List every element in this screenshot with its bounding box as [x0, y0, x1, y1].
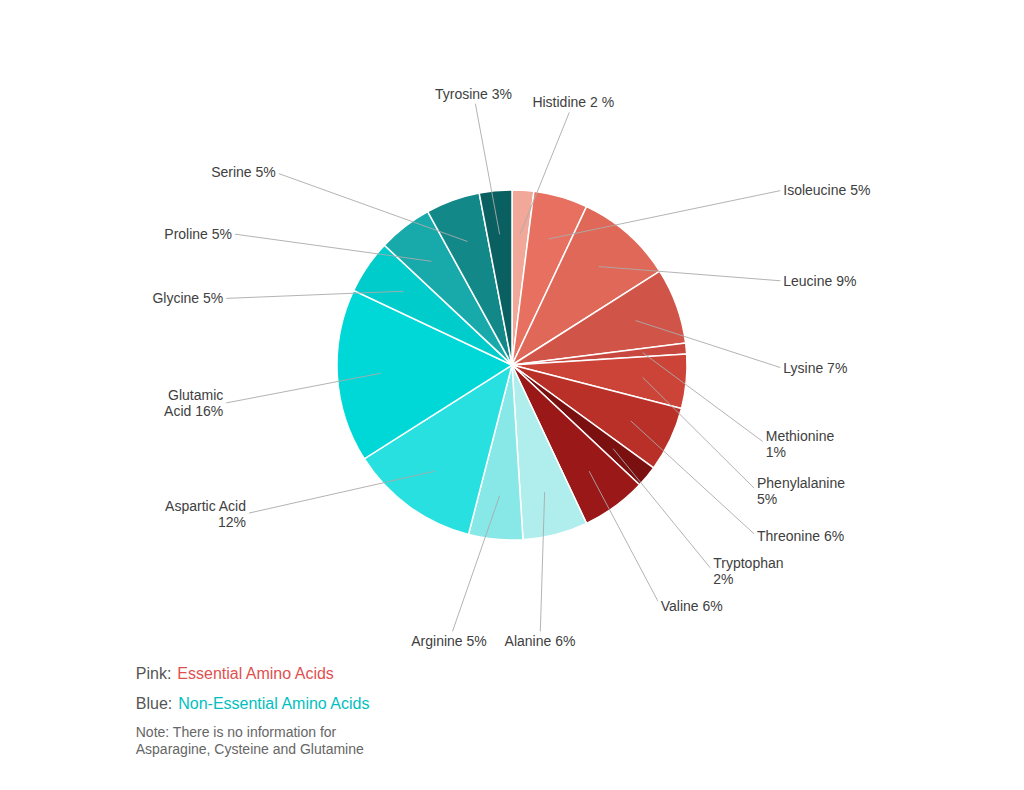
leader-line	[223, 291, 403, 298]
chart: Histidine 2 % Isoleucine 5% Leucine 9% Lysi…	[0, 0, 1024, 790]
leader-line	[540, 492, 545, 641]
slice-label: Aspartic Acid12%	[165, 498, 246, 530]
label-box	[780, 358, 850, 378]
leader-line	[276, 173, 468, 242]
slice-label-group: Phenylalanine5%	[754, 473, 848, 509]
label-box	[208, 162, 279, 182]
slice-label-group: Serine 5%	[208, 162, 279, 182]
legend-label: Blue:	[136, 695, 172, 712]
slice-label: Alanine 6%	[505, 633, 576, 649]
slice-label: Lysine 7%	[783, 360, 847, 376]
leader-line	[643, 353, 766, 444]
pie	[337, 190, 687, 540]
slice-label-group: Proline 5%	[161, 224, 235, 244]
label-box	[408, 631, 490, 651]
leader-line	[643, 377, 757, 491]
legend-text: Essential Amino Acids	[177, 665, 334, 682]
label-box	[529, 92, 617, 112]
slice-label: Tyrosine 3%	[435, 86, 512, 102]
label-box	[754, 473, 848, 509]
slice-label: GlutamicAcid 16%	[164, 387, 223, 419]
leader-line	[613, 449, 713, 572]
slice-label-group: Histidine 2 %	[529, 92, 617, 112]
slice-label: Histidine 2 %	[532, 94, 614, 110]
legend-notes: Pink: Essential Amino Acids Blue: Non-Essen…	[136, 665, 370, 757]
label-box	[763, 426, 838, 462]
slice-label-group: Tryptophan2%	[710, 553, 786, 589]
leader-lines	[223, 94, 783, 642]
pie-slice	[479, 190, 512, 365]
slice-label: Phenylalanine5%	[757, 475, 845, 507]
slice-label-group: Isoleucine 5%	[780, 180, 873, 200]
leader-line	[232, 234, 432, 262]
leader-line	[474, 94, 500, 235]
slice-label: Arginine 5%	[411, 633, 487, 649]
slice-label: Leucine 9%	[783, 273, 856, 289]
leader-line	[599, 267, 783, 281]
slice-label: Threonine 6%	[757, 528, 844, 544]
label-box	[502, 631, 579, 651]
slice-labels: Histidine 2 % Isoleucine 5% Leucine 9% Lysi…	[149, 84, 873, 652]
slice-label-group: Tyrosine 3%	[432, 84, 515, 104]
slice-label-group: Leucine 9%	[780, 271, 859, 291]
label-box	[162, 496, 249, 532]
leader-line	[589, 471, 661, 606]
slice-label: Proline 5%	[164, 226, 232, 242]
leader-line	[635, 321, 783, 369]
leader-line	[246, 471, 435, 514]
leader-line	[449, 496, 500, 642]
slice-label-group: Threonine 6%	[754, 526, 847, 546]
label-box	[658, 596, 726, 616]
leader-line	[223, 373, 381, 403]
slice-label: Tryptophan2%	[713, 555, 783, 587]
slice-label-group: Methionine1%	[763, 426, 838, 462]
slice-label: Isoleucine 5%	[783, 182, 870, 198]
label-box	[432, 84, 515, 104]
label-box	[780, 271, 859, 291]
label-box	[780, 180, 873, 200]
slice-label-group: Valine 6%	[658, 596, 726, 616]
slice-label: Glycine 5%	[152, 290, 223, 306]
leader-line	[631, 421, 757, 537]
slice-label-group: Arginine 5%	[408, 631, 490, 651]
slice-label: Methionine1%	[766, 428, 835, 460]
legend-label: Pink:	[136, 665, 172, 682]
slice-label: Valine 6%	[661, 598, 723, 614]
slice-label-group: Glycine 5%	[149, 288, 226, 308]
label-box	[149, 288, 226, 308]
note: Note: There is no information forAsparag…	[136, 724, 364, 757]
label-box	[710, 553, 786, 589]
slice-label-group: Aspartic Acid12%	[162, 496, 249, 532]
label-box	[161, 385, 226, 421]
slice-label-group: GlutamicAcid 16%	[161, 385, 226, 421]
slice-label: Serine 5%	[211, 164, 276, 180]
label-box	[754, 526, 847, 546]
pie-slice	[512, 365, 587, 540]
legend-text: Non-Essential Amino Acids	[178, 695, 369, 712]
label-box	[161, 224, 235, 244]
leader-line	[520, 103, 573, 235]
slice-label-group: Lysine 7%	[780, 358, 850, 378]
slice-label-group: Alanine 6%	[502, 631, 579, 651]
leader-line	[549, 190, 784, 239]
